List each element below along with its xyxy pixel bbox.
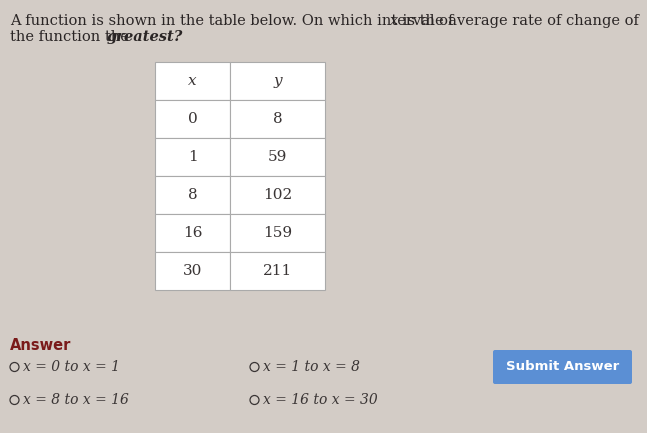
Bar	[230, 176, 325, 214]
Text: 159: 159	[263, 226, 292, 240]
Text: x = 8 to x = 16: x = 8 to x = 16	[23, 393, 129, 407]
Text: x = 0 to x = 1: x = 0 to x = 1	[23, 360, 120, 374]
Text: Answer: Answer	[10, 338, 71, 353]
Bar	[230, 138, 325, 176]
Text: the function the: the function the	[10, 30, 133, 44]
Bar	[230, 252, 325, 290]
Text: y: y	[273, 74, 282, 88]
Text: x: x	[390, 14, 399, 28]
Text: 59: 59	[268, 150, 287, 164]
Bar	[230, 214, 325, 252]
Bar	[230, 100, 325, 138]
Text: 8: 8	[272, 112, 282, 126]
Text: 8: 8	[188, 188, 197, 202]
Text: A function is shown in the table below. On which interval of: A function is shown in the table below. …	[10, 14, 458, 28]
Text: 16: 16	[182, 226, 203, 240]
Text: is the average rate of change of: is the average rate of change of	[398, 14, 639, 28]
Bar	[155, 214, 230, 252]
Text: x = 16 to x = 30: x = 16 to x = 30	[263, 393, 378, 407]
Text: x: x	[188, 74, 197, 88]
Text: x = 1 to x = 8: x = 1 to x = 8	[263, 360, 360, 374]
Text: 30: 30	[183, 264, 202, 278]
Bar	[155, 138, 230, 176]
Bar	[155, 62, 230, 100]
Text: 1: 1	[188, 150, 197, 164]
FancyBboxPatch shape	[493, 350, 632, 384]
Text: Submit Answer: Submit Answer	[506, 361, 619, 374]
Text: greatest?: greatest?	[107, 30, 183, 44]
Bar	[155, 176, 230, 214]
Bar	[155, 252, 230, 290]
Bar	[155, 100, 230, 138]
Bar	[230, 62, 325, 100]
Text: 0: 0	[188, 112, 197, 126]
Text: 211: 211	[263, 264, 292, 278]
Text: 102: 102	[263, 188, 292, 202]
